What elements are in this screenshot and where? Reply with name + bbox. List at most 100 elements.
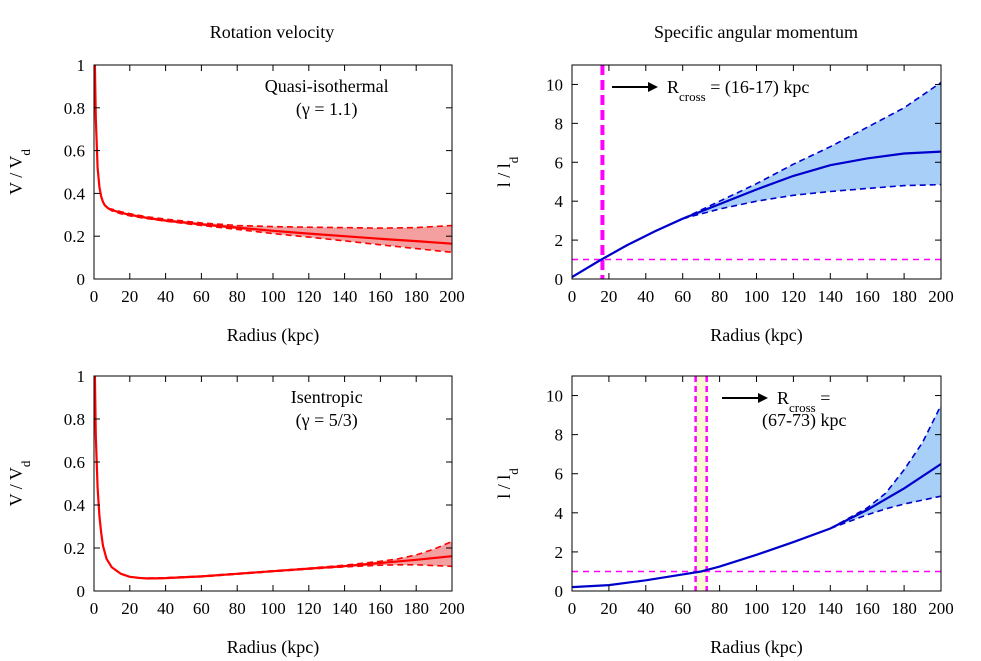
x-tick-label: 60 — [193, 599, 210, 618]
model-annotation-gamma: (γ = 5/3) — [296, 410, 358, 431]
y-tick-label: 0.2 — [64, 227, 85, 246]
central-line — [93, 375, 453, 580]
uncertainty-band — [682, 82, 941, 219]
x-tick-label: 160 — [854, 287, 880, 306]
lower-bound-line — [830, 495, 942, 530]
x-tick-label: 40 — [637, 287, 654, 306]
y-tick-label: 0.2 — [64, 539, 85, 558]
central-line — [93, 64, 453, 245]
x-tick-label: 60 — [193, 287, 210, 306]
rotation-velocity-quasi-isothermal-panel: 0 20 40 60 80 100 120 140 160 180 200 0 0.2 0.4 0.6 0.8… — [6, 56, 465, 346]
x-tick-label: 40 — [157, 287, 174, 306]
y-tick-label: 0 — [77, 582, 86, 601]
arrow-head — [758, 393, 768, 403]
arrow-head — [648, 82, 658, 92]
y-tick-label: 8 — [555, 426, 564, 445]
x-tick-label: 160 — [368, 287, 394, 306]
y-tick-label: 4 — [555, 504, 564, 523]
x-axis-label: Radius (kpc) — [710, 325, 802, 346]
model-annotation-gamma: (γ = 1.1) — [296, 99, 358, 120]
x-tick-label: 180 — [403, 287, 429, 306]
crossing-radius-value: (67-73) kpc — [762, 410, 846, 431]
central-line — [571, 463, 942, 589]
upper-bound-line — [682, 81, 942, 220]
y-tick-label: 10 — [546, 387, 563, 406]
x-tick-label: 0 — [568, 599, 577, 618]
column-title-right: Specific angular momentum — [654, 22, 858, 42]
x-tick-label: 120 — [296, 287, 322, 306]
x-tick-label: 200 — [928, 287, 954, 306]
y-axis-label: l / ld — [494, 156, 521, 187]
y-tick-label: 6 — [555, 465, 564, 484]
x-tick-label: 200 — [928, 599, 954, 618]
x-tick-label: 180 — [891, 599, 917, 618]
x-tick-label: 40 — [637, 599, 654, 618]
rotation-velocity-isentropic-panel: 0 20 40 60 80 100 120 140 160 180 200 0 0.2 0.4 0.6 0.8… — [6, 367, 465, 658]
x-tick-label: 140 — [332, 287, 358, 306]
x-tick-label: 60 — [674, 599, 691, 618]
x-tick-label: 120 — [296, 599, 322, 618]
x-tick-label: 80 — [711, 599, 728, 618]
x-tick-label: 20 — [121, 287, 138, 306]
y-tick-label: 0.6 — [64, 453, 85, 472]
angular-momentum-quasi-isothermal-panel: 0 20 40 60 80 100 120 140 160 180 200 0 2 4 6 8 10 Radius… — [494, 64, 954, 346]
x-tick-label: 100 — [260, 287, 286, 306]
y-tick-label: 0.8 — [64, 99, 85, 118]
y-tick-label: 10 — [546, 75, 563, 94]
y-tick-label: 0.4 — [64, 184, 86, 203]
model-annotation-name: Quasi-isothermal — [265, 76, 389, 96]
x-tick-label: 160 — [368, 599, 394, 618]
y-tick-label: 4 — [555, 192, 564, 211]
central-line — [571, 150, 942, 279]
x-tick-label: 100 — [744, 599, 770, 618]
y-axis-label: V / Vd — [6, 460, 33, 506]
x-tick-label: 100 — [744, 287, 770, 306]
x-tick-label: 80 — [711, 287, 728, 306]
y-tick-label: 8 — [555, 114, 564, 133]
y-axis-label: V / Vd — [6, 149, 33, 195]
y-tick-label: 1 — [77, 56, 86, 75]
y-tick-label: 2 — [555, 543, 564, 562]
column-title-left: Rotation velocity — [210, 22, 334, 42]
x-tick-label: 60 — [674, 287, 691, 306]
x-axis-label: Radius (kpc) — [227, 325, 319, 346]
x-tick-label: 180 — [403, 599, 429, 618]
y-tick-label: 1 — [77, 367, 86, 386]
x-tick-label: 20 — [121, 599, 138, 618]
x-tick-label: 140 — [818, 599, 844, 618]
x-axis-label: Radius (kpc) — [227, 637, 319, 658]
plot-frame — [571, 375, 942, 592]
y-tick-label: 2 — [555, 231, 564, 250]
x-tick-label: 40 — [157, 599, 174, 618]
x-tick-label: 0 — [90, 287, 99, 306]
lower-bound-line — [682, 183, 942, 220]
y-tick-label: 0.8 — [64, 410, 85, 429]
model-annotation-name: Isentropic — [291, 387, 363, 407]
y-tick-label: 0.4 — [64, 496, 86, 515]
x-axis-label: Radius (kpc) — [710, 637, 802, 658]
x-tick-label: 120 — [781, 287, 807, 306]
y-tick-label: 0.6 — [64, 142, 85, 161]
x-tick-label: 200 — [439, 287, 465, 306]
y-axis-label: l / ld — [494, 468, 521, 499]
x-tick-label: 0 — [568, 287, 577, 306]
crossing-radius-annotation: Rcross = (16-17) kpc — [667, 77, 809, 104]
x-tick-label: 20 — [600, 599, 617, 618]
x-tick-label: 100 — [260, 599, 286, 618]
crossing-radius-band — [695, 376, 707, 591]
x-tick-label: 20 — [600, 287, 617, 306]
upper-bound-line — [108, 207, 453, 229]
angular-momentum-isentropic-panel: 0 20 40 60 80 100 120 140 160 180 200 0 2 4 6 8 10 Radius… — [494, 375, 954, 658]
uncertainty-band — [830, 405, 941, 529]
crossing-radius-annotation: Rcross = — [777, 388, 830, 415]
x-tick-label: 80 — [229, 599, 246, 618]
x-tick-label: 120 — [781, 599, 807, 618]
y-tick-label: 6 — [555, 153, 564, 172]
lower-bound-line — [147, 563, 453, 580]
upper-bound-line — [147, 540, 453, 579]
x-tick-label: 0 — [90, 599, 99, 618]
x-tick-label: 80 — [229, 287, 246, 306]
y-tick-label: 0 — [555, 270, 564, 289]
x-tick-label: 200 — [439, 599, 465, 618]
